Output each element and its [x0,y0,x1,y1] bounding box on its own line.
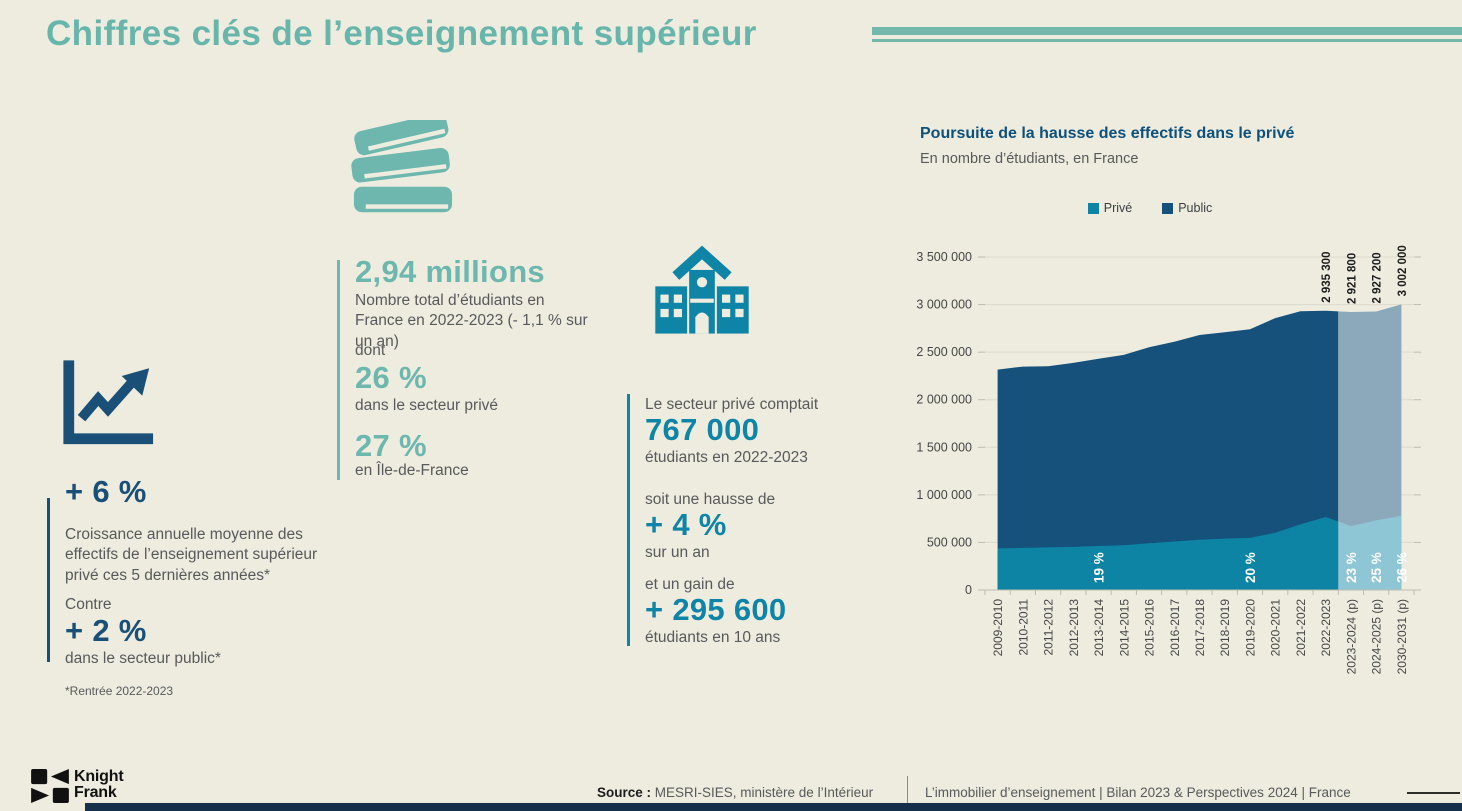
line-chart-icon [58,356,156,450]
svg-text:2013-2014: 2013-2014 [1092,599,1106,657]
svg-text:2023-2024 (p): 2023-2024 (p) [1344,599,1358,674]
gain-value: + 295 600 [645,592,787,627]
growth-prive-desc: Croissance annuelle moyenne des effectif… [65,526,318,584]
svg-text:2010-2011: 2010-2011 [1016,599,1030,656]
source-line: Source : MESRI-SIES, ministère de l’Inté… [597,785,873,800]
svg-text:1 000 000: 1 000 000 [916,488,972,502]
area-series [997,304,1402,590]
svg-text:2015-2016: 2015-2016 [1143,599,1157,657]
prive-block-accent-line [627,394,630,646]
hausse-desc: sur un an [645,544,710,561]
logo-line2: Frank [74,784,117,801]
report-title: L’immobilier d’enseignement | Bilan 2023… [925,785,1351,800]
dont-label: dont [355,342,386,359]
total-students-desc: Nombre total d’étudiants en France en 20… [355,292,588,350]
prive-count-value: 767 000 [645,412,760,447]
growth-public-value: + 2 % [65,613,147,648]
svg-text:2 500 000: 2 500 000 [916,345,972,359]
svg-text:2020-2021: 2020-2021 [1269,599,1283,657]
svg-text:2019-2020: 2019-2020 [1244,599,1258,657]
logo-line1: Knight [74,768,124,785]
knight-frank-logo-icon [31,769,69,803]
pct-prive-value: 26 % [355,360,427,395]
svg-text:2024-2025 (p): 2024-2025 (p) [1370,599,1384,674]
legend-item-prive: Privé [1087,201,1133,215]
svg-text:3 000 000: 3 000 000 [916,298,972,312]
chart-title: Poursuite de la hausse des effectifs dan… [920,125,1295,142]
svg-text:0: 0 [965,583,972,597]
growth-public-desc: dans le secteur public* [65,650,221,667]
hausse-intro: soit une hausse de [645,491,776,508]
svg-text:1 500 000: 1 500 000 [916,440,972,454]
svg-text:2030-2031 (p): 2030-2031 (p) [1395,599,1409,674]
growth-block-accent-line [47,498,50,662]
svg-text:25 %: 25 % [1369,552,1384,583]
page-title: Chiffres clés de l’enseignement supérieu… [46,14,757,53]
stacked-area-chart: 0 500 000 1 000 000 1 500 000 2 000 000 2 500… [900,200,1462,700]
source-label: Source : [597,785,652,800]
gain-intro: et un gain de [645,576,735,593]
svg-text:2 927 200: 2 927 200 [1372,252,1384,303]
footer-divider [907,776,908,806]
chart-legend: Privé Public [900,201,1400,215]
header-accent-line-thick [872,27,1462,35]
pct-idf-desc: en Île-de-France [355,462,469,479]
pct-labels: 19 % 20 % 23 % 25 % 26 % [1092,552,1410,583]
svg-text:2009-2010: 2009-2010 [991,599,1005,657]
svg-text:26 %: 26 % [1394,552,1409,583]
gain-desc: étudiants en 10 ans [645,629,781,646]
legend-label-public: Public [1178,201,1213,215]
svg-text:2 921 800: 2 921 800 [1346,253,1358,304]
legend-label-prive: Privé [1103,201,1133,215]
svg-text:2012-2013: 2012-2013 [1067,599,1081,657]
legend-item-public: Public [1162,201,1212,215]
legend-swatch-prive [1087,202,1099,214]
svg-text:2011-2012: 2011-2012 [1042,599,1056,656]
svg-text:2022-2023: 2022-2023 [1319,599,1333,657]
rentree-footnote: *Rentrée 2022-2023 [65,684,174,698]
svg-text:2 000 000: 2 000 000 [916,393,972,407]
prive-intro: Le secteur privé comptait [645,396,819,413]
x-axis: 2009-2010 2010-2011 2011-2012 2012-2013 2013… [984,589,1421,674]
svg-text:2016-2017: 2016-2017 [1168,599,1182,657]
header-accent-line-thin [872,39,1462,42]
total-students-value: 2,94 millions [355,254,545,289]
prive-count-desc: étudiants en 2022-2023 [645,449,808,466]
source-text: MESRI-SIES, ministère de l’Intérieur [651,785,874,800]
svg-text:2017-2018: 2017-2018 [1193,599,1207,657]
legend-swatch-public [1162,202,1174,214]
pct-prive-desc: dans le secteur privé [355,397,499,414]
bottom-navy-bar [85,803,1462,811]
svg-text:2 935 300: 2 935 300 [1321,252,1333,303]
svg-text:3 500 000: 3 500 000 [916,250,972,264]
chart-svg: 0 500 000 1 000 000 1 500 000 2 000 000 2 500… [916,245,1421,674]
books-icon [344,113,462,222]
total-annotations: 2 935 300 2 921 800 2 927 200 3 002 000 [1321,245,1409,304]
chart-subtitle: En nombre d’étudiants, en France [920,151,1139,167]
total-block-accent-line [337,260,340,480]
knight-frank-logo-text: Knight Frank [74,768,124,801]
svg-text:20 %: 20 % [1243,552,1258,583]
growth-prive-value: + 6 % [65,474,147,509]
svg-text:500 000: 500 000 [927,535,972,549]
svg-text:2018-2019: 2018-2019 [1218,599,1232,657]
hausse-value: + 4 % [645,507,727,542]
svg-text:23 %: 23 % [1344,552,1359,583]
svg-text:3 002 000: 3 002 000 [1397,245,1409,296]
contre-label: Contre [65,596,112,613]
svg-text:2021-2022: 2021-2022 [1294,599,1308,657]
svg-text:19 %: 19 % [1092,552,1107,583]
svg-text:2014-2015: 2014-2015 [1117,599,1131,657]
footer-dash-line [1407,792,1460,794]
school-building-icon [643,242,761,342]
pct-idf-value: 27 % [355,428,427,463]
